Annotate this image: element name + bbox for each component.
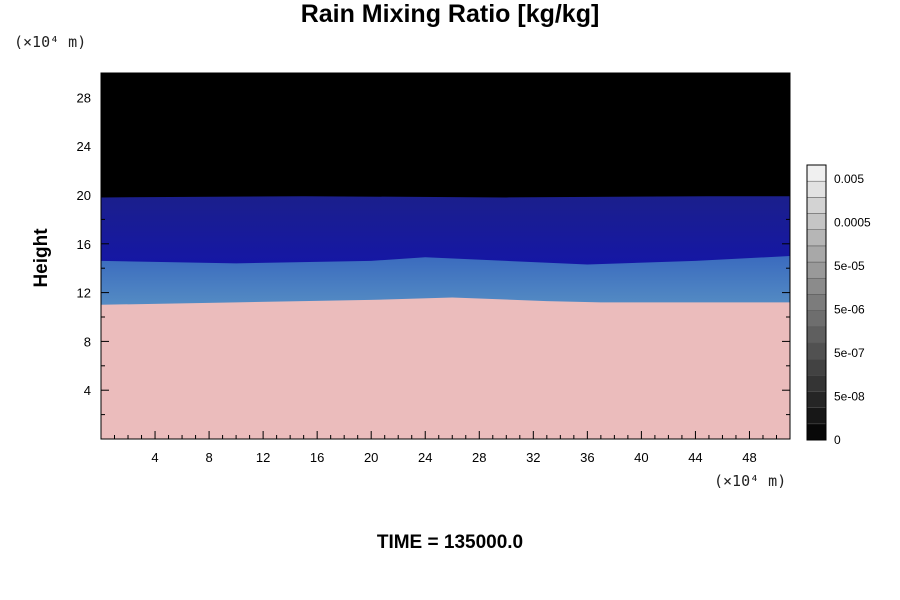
x-tick-label: 12 — [256, 450, 270, 465]
x-tick-label: 28 — [472, 450, 486, 465]
colorbar-segment — [806, 326, 827, 344]
colorbar-segment — [806, 294, 827, 311]
time-label: TIME = 135000.0 — [376, 532, 524, 553]
colorbar-segment — [806, 164, 827, 182]
colorbar-segment — [806, 245, 827, 263]
x-tick-label: 44 — [688, 450, 702, 465]
colorbar-segment — [806, 197, 827, 214]
x-tick-label: 8 — [205, 450, 212, 465]
y-tick-label: 24 — [77, 139, 91, 154]
x-tick-label: 32 — [526, 450, 540, 465]
colorbar-segment — [806, 358, 827, 376]
y-tick-label: 8 — [84, 334, 91, 349]
colorbar-frame — [806, 164, 827, 441]
colorbar-segment — [806, 180, 827, 198]
x-tick-label: 4 — [151, 450, 158, 465]
x-tick-label: 48 — [742, 450, 756, 465]
colorbar-segment — [806, 391, 827, 408]
colorbar-segment — [806, 261, 827, 279]
y-tick-label: 12 — [77, 286, 91, 301]
x-tick-label: 24 — [418, 450, 432, 465]
colorbar-segment — [806, 310, 827, 328]
colorbar-segment — [806, 229, 827, 247]
y-tick-label: 28 — [77, 90, 91, 105]
colorbar-segment — [806, 342, 827, 360]
field-lower-layer — [101, 297, 790, 439]
colorbar-segment — [806, 407, 827, 425]
y-tick-label: 4 — [84, 383, 91, 398]
plot-frame — [100, 72, 791, 440]
colorbar-segment — [806, 277, 827, 295]
x-tick-label: 20 — [364, 450, 378, 465]
colorbar-label: 5e-07 — [834, 346, 865, 360]
colorbar-segment — [806, 213, 827, 230]
x-tick-label: 16 — [310, 450, 324, 465]
colorbar-label: 5e-05 — [834, 259, 865, 273]
colorbar-label: 0.0005 — [834, 216, 871, 230]
y-tick-label: 16 — [77, 237, 91, 252]
y-axis-unit: (×10⁴ m) — [14, 33, 87, 51]
x-tick-label: 40 — [634, 450, 648, 465]
colorbar-label: 5e-08 — [834, 390, 865, 404]
colorbar-segment — [806, 375, 827, 392]
x-tick-label: 36 — [580, 450, 594, 465]
y-tick-label: 20 — [77, 188, 91, 203]
colorbar-label: 0 — [834, 433, 841, 447]
colorbar-label: 5e-06 — [834, 303, 865, 317]
colorbar-label: 0.005 — [834, 172, 864, 186]
colorbar-segment — [806, 423, 827, 441]
chart-title: Rain Mixing Ratio [kg/kg] — [300, 0, 600, 28]
x-axis-unit: (×10⁴ m) — [714, 472, 787, 490]
